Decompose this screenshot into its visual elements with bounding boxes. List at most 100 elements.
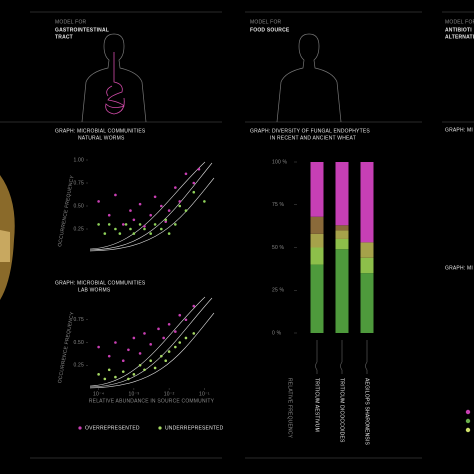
point: [138, 352, 142, 355]
curly-brackets: [315, 340, 368, 374]
point: [184, 336, 188, 340]
chart-subtitle: IN RECENT AND ANCIENT WHEAT: [270, 135, 356, 141]
point: [97, 373, 100, 376]
bar-segment: [310, 233, 324, 248]
point: [124, 223, 128, 226]
bar-segment: [360, 242, 374, 258]
point: [143, 368, 146, 372]
chart-title: GRAPH: MICROBIAL COMMUNITIES: [55, 128, 146, 134]
point: [178, 204, 182, 208]
chart-title: GRAPH: MICROBIAL COMMUNITIES: [55, 280, 146, 286]
y-tick-label: 75 %: [272, 202, 285, 208]
gi-tract: [105, 52, 125, 115]
point: [178, 341, 182, 344]
bar-segment: [310, 162, 324, 217]
bar-segment: [335, 249, 349, 333]
point: [132, 373, 136, 376]
graph-title: GRAPH: MI: [445, 265, 473, 271]
bar-segment: [310, 247, 324, 265]
point: [153, 223, 157, 226]
x-tick-label: 10⁻¹: [199, 391, 210, 397]
point: [97, 200, 100, 203]
point: [97, 223, 100, 226]
point: [127, 377, 130, 381]
model-label: MODEL FOR: [445, 19, 474, 25]
legend-dot: [465, 418, 471, 424]
category-label: TRITICUM DICOCCOIDES: [339, 378, 345, 443]
point: [149, 343, 152, 346]
y-tick-label: 0 %: [272, 330, 282, 336]
point: [164, 218, 168, 222]
point: [138, 202, 142, 206]
bar-segment: [335, 238, 349, 250]
point: [167, 209, 171, 212]
point: [164, 220, 168, 223]
point: [129, 209, 132, 212]
y-tick-label: 0.50: [73, 340, 84, 346]
bar-segment: [310, 216, 324, 234]
y-axis-label: RELATIVE FREQUENCY: [287, 378, 293, 439]
point: [157, 327, 160, 331]
point: [132, 232, 136, 235]
chart-title: GRAPH: DIVERSITY OF FUNGAL ENDOPHYTES: [250, 128, 370, 134]
model-name: ALTERNATI: [445, 34, 474, 40]
point: [203, 200, 206, 203]
y-tick-label: 0.75: [73, 317, 84, 323]
point: [184, 318, 188, 322]
point: [107, 223, 111, 226]
body-silhouette: [81, 33, 342, 123]
point: [160, 227, 163, 231]
dividers: [0, 11, 474, 459]
point: [138, 363, 142, 367]
point: [132, 218, 136, 222]
point: [103, 377, 107, 381]
legend-dot: [465, 409, 471, 415]
point: [149, 359, 152, 363]
point: [174, 223, 177, 226]
model-name: GASTROINTESTINAL: [55, 27, 109, 33]
point: [192, 190, 196, 194]
y-tick-label: 0.50: [73, 203, 84, 209]
point: [97, 345, 100, 349]
point: [174, 186, 177, 189]
point: [114, 193, 117, 197]
point: [114, 227, 117, 231]
point: [174, 330, 177, 333]
legend-marker: [158, 426, 162, 430]
model-label: MODEL FOR: [250, 19, 282, 25]
y-tick-label: 1.00: [73, 157, 84, 163]
point: [107, 368, 111, 372]
bar-segment: [360, 273, 374, 333]
model-label: MODEL FOR: [55, 19, 87, 25]
y-tick-label: 0.25: [73, 226, 84, 232]
point: [184, 209, 188, 212]
point: [192, 304, 196, 308]
legend-label: OVERREPRESENTED: [85, 425, 140, 431]
point: [129, 227, 132, 231]
point: [121, 223, 125, 226]
point: [160, 354, 163, 358]
point: [167, 350, 171, 353]
x-tick-label: 10⁻³: [129, 391, 140, 397]
legend-label: UNDERREPRESENTED: [165, 425, 224, 431]
point: [192, 181, 196, 185]
x-axis-label: RELATIVE ABUNDANCE IN SOURCE COMMUNITY: [89, 398, 215, 404]
wheat-image: [0, 175, 15, 300]
point: [143, 332, 146, 335]
bar-segment: [335, 225, 349, 231]
fit-curves: [89, 161, 215, 389]
chart-subtitle: NATURAL WORMS: [78, 135, 125, 141]
point: [149, 232, 152, 235]
point: [132, 336, 136, 340]
bar-segment: [335, 162, 349, 226]
point: [167, 323, 171, 326]
model-name: ANTIBIOTI: [445, 27, 472, 33]
category-label: AEGILOPS SHARONENSIS: [364, 378, 370, 446]
graph-title: GRAPH: MI: [445, 127, 473, 133]
point: [160, 204, 163, 208]
model-name: FOOD SOURCE: [250, 27, 290, 33]
chart-subtitle: LAB WORMS: [78, 287, 111, 293]
point: [149, 213, 152, 217]
bar-segment: [335, 230, 349, 239]
y-tick-label: 0.25: [73, 363, 84, 369]
